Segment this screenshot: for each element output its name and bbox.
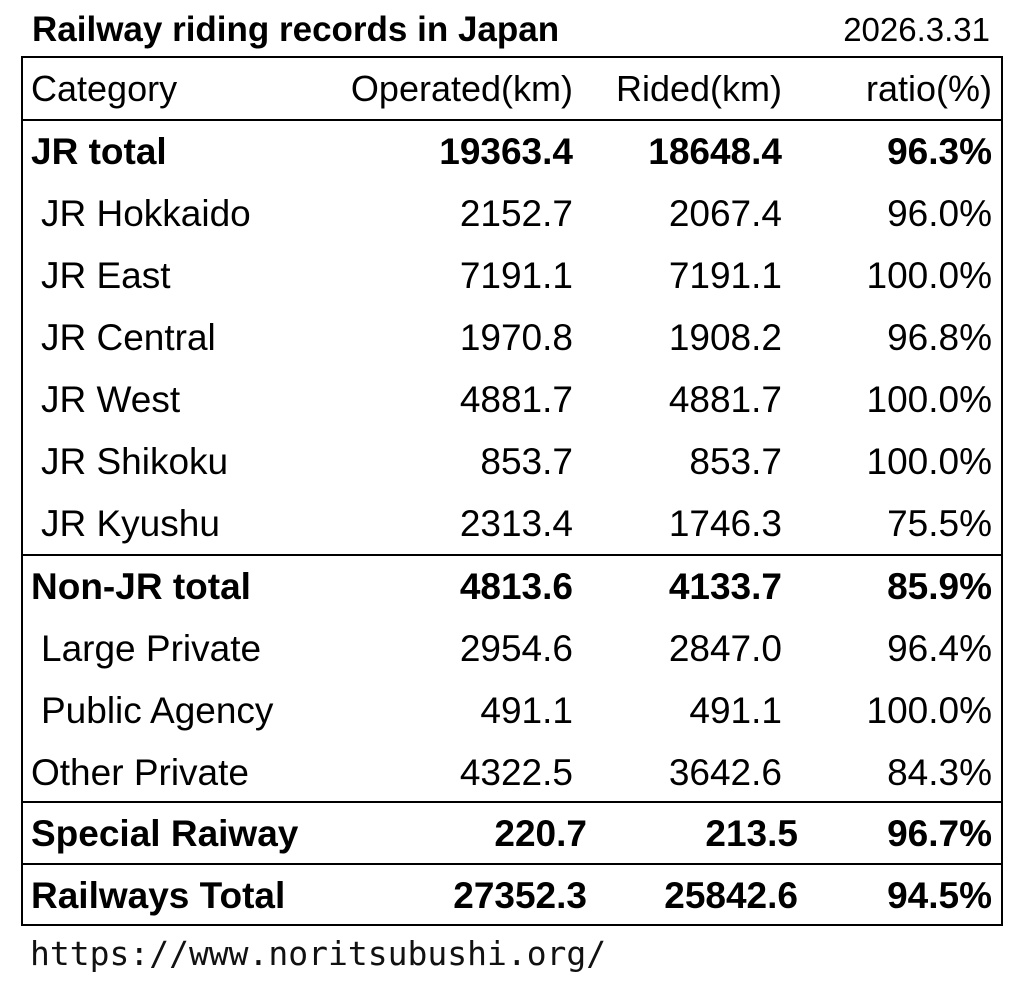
- category-cell: Large Private: [41, 628, 262, 669]
- page-title: Railway riding records in Japan: [32, 10, 560, 49]
- ratio-cell: 96.0%: [887, 193, 992, 234]
- row-jr-hokkaido: JR Hokkaido 2152.7 2067.4 96.0%: [23, 183, 1001, 245]
- table-header-row: Category Operated(km) Rided(km) ratio(%): [23, 58, 1001, 120]
- ratio-cell: 96.7%: [887, 813, 992, 854]
- rided-cell: 18648.4: [648, 131, 782, 172]
- ratio-cell: 85.9%: [887, 566, 992, 607]
- category-cell: JR total: [31, 131, 167, 172]
- ratio-cell: 96.4%: [887, 628, 992, 669]
- category-cell: Public Agency: [41, 690, 274, 731]
- header-category: Category: [31, 68, 178, 109]
- operated-cell: 2954.6: [459, 628, 573, 669]
- ratio-cell: 84.3%: [887, 752, 992, 793]
- rided-cell: 4133.7: [668, 566, 782, 607]
- row-non-jr-total: Non-JR total 4813.6 4133.7 85.9%: [23, 554, 1001, 618]
- operated-cell: 853.7: [480, 441, 573, 482]
- operated-cell: 4881.7: [459, 379, 573, 420]
- ratio-cell: 100.0%: [866, 441, 993, 482]
- records-table: Category Operated(km) Rided(km) ratio(%)…: [21, 56, 1003, 926]
- rided-cell: 853.7: [689, 441, 782, 482]
- rided-cell: 7191.1: [668, 255, 782, 296]
- ratio-cell: 75.5%: [887, 503, 992, 544]
- rided-cell: 1908.2: [668, 317, 782, 358]
- ratio-cell: 100.0%: [866, 690, 993, 731]
- rided-cell: 25842.6: [664, 875, 798, 916]
- header-rided: Rided(km): [615, 68, 782, 109]
- ratio-cell: 96.3%: [887, 131, 992, 172]
- operated-cell: 2152.7: [459, 193, 573, 234]
- category-cell: Railways Total: [31, 875, 286, 916]
- operated-cell: 4813.6: [459, 566, 573, 607]
- rided-cell: 2067.4: [668, 193, 782, 234]
- row-public-agency: Public Agency 491.1 491.1 100.0%: [23, 680, 1001, 742]
- row-jr-kyushu: JR Kyushu 2313.4 1746.3 75.5%: [23, 493, 1001, 555]
- row-jr-west: JR West 4881.7 4881.7 100.0%: [23, 369, 1001, 431]
- ratio-cell: 100.0%: [866, 379, 993, 420]
- category-cell: JR Kyushu: [41, 503, 220, 544]
- category-cell: Non-JR total: [31, 566, 251, 607]
- operated-cell: 19363.4: [439, 131, 573, 172]
- row-railways-total: Railways Total 27352.3 25842.6 94.5%: [23, 863, 1001, 927]
- ratio-cell: 100.0%: [866, 255, 993, 296]
- row-jr-shikoku: JR Shikoku 853.7 853.7 100.0%: [23, 431, 1001, 493]
- category-cell: JR Central: [41, 317, 216, 358]
- operated-cell: 7191.1: [459, 255, 573, 296]
- category-cell: JR East: [41, 255, 171, 296]
- row-other-private: Other Private 4322.5 3642.6 84.3%: [23, 742, 1001, 804]
- category-cell: JR Shikoku: [41, 441, 229, 482]
- operated-cell: 2313.4: [459, 503, 573, 544]
- rided-cell: 2847.0: [668, 628, 782, 669]
- rided-cell: 4881.7: [668, 379, 782, 420]
- header-ratio: ratio(%): [865, 68, 992, 109]
- operated-cell: 491.1: [480, 690, 573, 731]
- row-special-railway: Special Raiway 220.7 213.5 96.7%: [23, 801, 1001, 865]
- row-jr-east: JR East 7191.1 7191.1 100.0%: [23, 245, 1001, 307]
- source-url: https://www.noritsubushi.org/: [30, 934, 607, 973]
- category-cell: Special Raiway: [31, 813, 299, 854]
- row-jr-central: JR Central 1970.8 1908.2 96.8%: [23, 307, 1001, 369]
- operated-cell: 1970.8: [459, 317, 573, 358]
- record-date: 2026.3.31: [843, 11, 990, 48]
- ratio-cell: 94.5%: [887, 875, 992, 916]
- operated-cell: 4322.5: [459, 752, 573, 793]
- rided-cell: 213.5: [705, 813, 798, 854]
- operated-cell: 220.7: [494, 813, 587, 854]
- row-large-private: Large Private 2954.6 2847.0 96.4%: [23, 618, 1001, 680]
- rided-cell: 3642.6: [668, 752, 782, 793]
- category-cell: Other Private: [31, 752, 249, 793]
- rided-cell: 491.1: [689, 690, 782, 731]
- category-cell: JR Hokkaido: [41, 193, 251, 234]
- row-jr-total: JR total 19363.4 18648.4 96.3%: [23, 119, 1001, 183]
- header-operated: Operated(km): [350, 68, 573, 109]
- operated-cell: 27352.3: [453, 875, 587, 916]
- rided-cell: 1746.3: [668, 503, 782, 544]
- category-cell: JR West: [41, 379, 181, 420]
- ratio-cell: 96.8%: [887, 317, 992, 358]
